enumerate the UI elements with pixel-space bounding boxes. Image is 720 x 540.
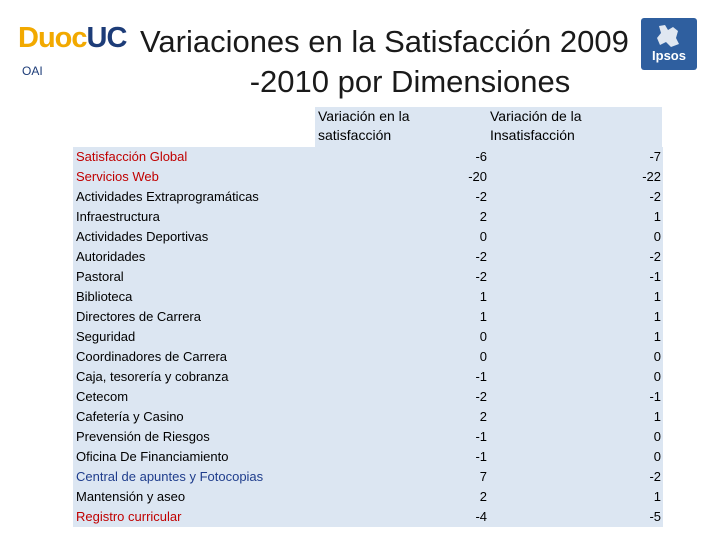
table-row: Directores de Carrera 1 1 (73, 307, 663, 327)
table-row: Biblioteca 1 1 (73, 287, 663, 307)
satisfaccion-value: -2 (475, 389, 487, 404)
duoc-logo-part2: UC (86, 22, 128, 54)
insatisfaccion-value: -1 (649, 389, 661, 404)
insatisfaccion-value: -22 (642, 169, 661, 184)
table-row: Actividades Deportivas 0 0 (73, 227, 663, 247)
satisfaccion-value: -2 (475, 269, 487, 284)
row-label: Coordinadores de Carrera (76, 349, 228, 364)
satisfaccion-value: 2 (479, 209, 487, 224)
column-header-satisfaccion: Variación en la satisfacción (315, 107, 487, 147)
insatisfaccion-value: -2 (649, 249, 661, 264)
duoc-logo: DuocUC (18, 22, 128, 55)
insatisfaccion-value: 1 (653, 409, 661, 424)
satisfaccion-value: 0 (479, 329, 487, 344)
insatisfaccion-value: -1 (649, 269, 661, 284)
table-row: Caja, tesorería y cobranza -1 0 (73, 367, 663, 387)
satisfaccion-value: 1 (479, 309, 487, 324)
satisfaccion-value: -2 (475, 189, 487, 204)
row-label: Servicios Web (76, 169, 159, 184)
satisfaccion-value: 7 (479, 469, 487, 484)
satisfaccion-value: -2 (475, 249, 487, 264)
satisfaccion-value: 2 (479, 409, 487, 424)
row-label: Actividades Extraprogramáticas (76, 189, 259, 204)
row-label: Directores de Carrera (76, 309, 201, 324)
row-label: Registro curricular (76, 509, 182, 524)
table-row: Cetecom -2 -1 (73, 387, 663, 407)
insatisfaccion-value: -7 (649, 149, 661, 164)
satisfaccion-value: -1 (475, 369, 487, 384)
satisfaccion-value: -1 (475, 449, 487, 464)
table-row: Cafetería y Casino 2 1 (73, 407, 663, 427)
row-label: Prevensión de Riesgos (76, 429, 210, 444)
table-row: Central de apuntes y Fotocopias 7 -2 (73, 467, 663, 487)
table-row: Registro curricular -4 -5 (73, 507, 663, 527)
satisfaccion-value: -1 (475, 429, 487, 444)
ipsos-mark-icon (657, 25, 679, 47)
duoc-logo-part1: Duoc (18, 22, 87, 54)
title-line-1: Variaciones en la Satisfacción 2009 (140, 24, 629, 59)
satisfaccion-value: -20 (468, 169, 487, 184)
satisfaccion-value: -4 (475, 509, 487, 524)
title-line-2: -2010 por Dimensiones (249, 64, 571, 99)
table-row: Mantensión y aseo 2 1 (73, 487, 663, 507)
insatisfaccion-value: 0 (653, 429, 661, 444)
table-row: Pastoral -2 -1 (73, 267, 663, 287)
row-label: Pastoral (76, 269, 124, 284)
row-label: Cafetería y Casino (76, 409, 184, 424)
data-table: Satisfacción Global -6 -7 Servicios Web -20-… (73, 147, 663, 527)
insatisfaccion-value: 0 (653, 449, 661, 464)
table-row: Prevensión de Riesgos -1 0 (73, 427, 663, 447)
table-row: Infraestructura 2 1 (73, 207, 663, 227)
satisfaccion-value: 0 (479, 229, 487, 244)
row-label: Autoridades (76, 249, 146, 264)
satisfaccion-value: 2 (479, 489, 487, 504)
table-row: Oficina De Financiamiento -1 0 (73, 447, 663, 467)
insatisfaccion-value: 0 (653, 229, 661, 244)
satisfaccion-value: 1 (479, 289, 487, 304)
ipsos-logo: Ipsos (641, 18, 697, 70)
table-row: Actividades Extraprogramáticas -2 -2 (73, 187, 663, 207)
ipsos-label: Ipsos (652, 48, 686, 63)
insatisfaccion-value: 1 (653, 489, 661, 504)
row-label: Oficina De Financiamiento (76, 449, 229, 464)
table-row: Seguridad 0 1 (73, 327, 663, 347)
page-title: Variaciones en la Satisfacción 2009 -201… (140, 22, 640, 102)
table-row: Coordinadores de Carrera 0 0 (73, 347, 663, 367)
insatisfaccion-value: 1 (653, 329, 661, 344)
insatisfaccion-value: -2 (649, 189, 661, 204)
table-row: Satisfacción Global -6 -7 (73, 147, 663, 167)
row-label: Caja, tesorería y cobranza (76, 369, 229, 384)
insatisfaccion-value: 1 (653, 289, 661, 304)
insatisfaccion-value: 0 (653, 349, 661, 364)
row-label: Seguridad (76, 329, 136, 344)
insatisfaccion-value: 1 (653, 209, 661, 224)
table-row: Autoridades -2 -2 (73, 247, 663, 267)
row-label: Cetecom (76, 389, 129, 404)
row-label: Biblioteca (76, 289, 133, 304)
satisfaccion-value: 0 (479, 349, 487, 364)
row-label: Central de apuntes y Fotocopias (76, 469, 264, 484)
row-label: Mantensión y aseo (76, 489, 186, 504)
insatisfaccion-value: -5 (649, 509, 661, 524)
row-label: Satisfacción Global (76, 149, 188, 164)
row-label: Actividades Deportivas (76, 229, 209, 244)
row-label: Infraestructura (76, 209, 160, 224)
table-row: Servicios Web -20 -22 (73, 167, 663, 187)
insatisfaccion-value: 1 (653, 309, 661, 324)
oai-label: OAI (22, 64, 43, 78)
satisfaccion-value: -6 (475, 149, 487, 164)
insatisfaccion-value: 0 (653, 369, 661, 384)
insatisfaccion-value: -2 (649, 469, 661, 484)
column-header-insatisfaccion: Variación de la Insatisfacción (487, 107, 662, 147)
